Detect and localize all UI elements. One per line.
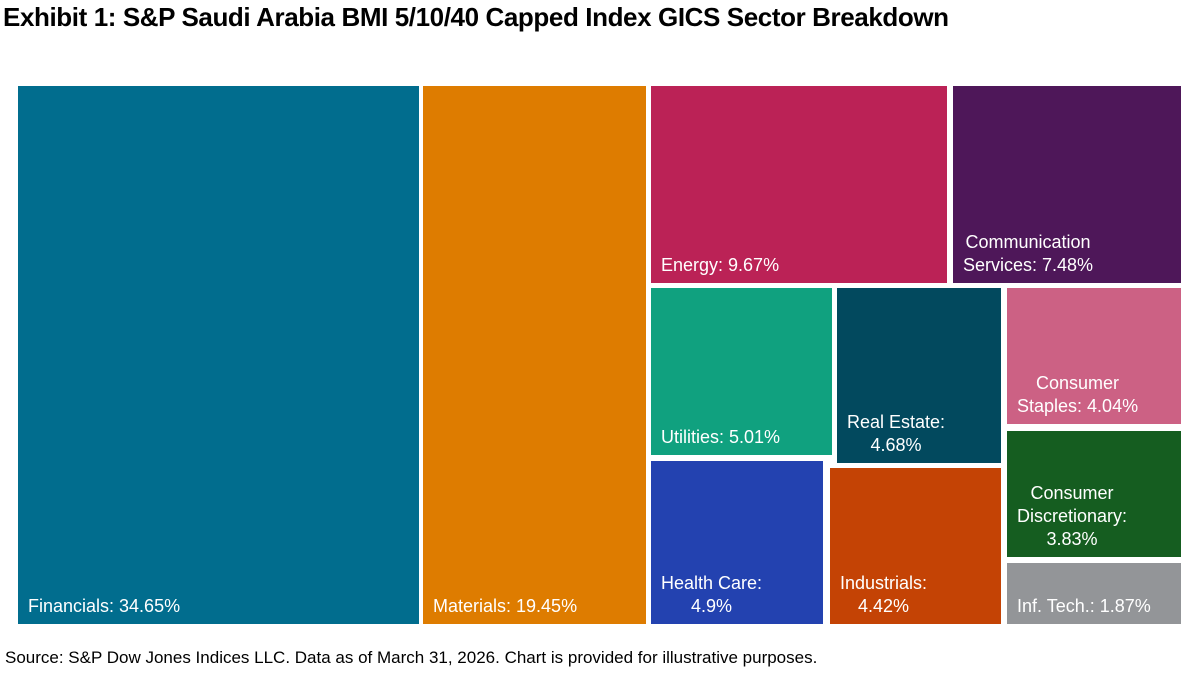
treemap-block-label-real_estate: Real Estate: 4.68% (847, 411, 945, 457)
treemap-block-industrials: Industrials: 4.42% (830, 468, 1001, 624)
treemap-label-line: Staples: 4.04% (1017, 396, 1139, 416)
page-title: Exhibit 1: S&P Saudi Arabia BMI 5/10/40 … (3, 2, 949, 32)
treemap-block-label-materials: Materials: 19.45% (433, 595, 577, 618)
treemap-block-label-communication_services: Communication Services: 7.48% (963, 231, 1093, 277)
treemap-block-inf_tech: Inf. Tech.: 1.87% (1007, 563, 1181, 624)
treemap-label-line: Consumer (1036, 373, 1120, 393)
treemap-label-line: Industrials: (840, 573, 928, 593)
treemap-block-label-financials: Financials: 34.65% (28, 595, 180, 618)
treemap-label-line: Services: 7.48% (963, 255, 1094, 275)
treemap-block-utilities: Utilities: 5.01% (651, 288, 832, 455)
treemap-block-consumer_staples: Consumer Staples: 4.04% (1007, 288, 1181, 424)
treemap-block-communication_services: Communication Services: 7.48% (953, 86, 1181, 283)
treemap-label-line: 4.68% (870, 435, 922, 455)
treemap-block-label-energy: Energy: 9.67% (661, 254, 779, 277)
treemap-block-label-utilities: Utilities: 5.01% (661, 426, 780, 449)
treemap-label-line: Energy: 9.67% (661, 255, 780, 275)
treemap-label-line: 3.83% (1046, 529, 1098, 549)
treemap-block-materials: Materials: 19.45% (423, 86, 646, 624)
treemap-block-label-consumer_discretionary: Consumer Discretionary: 3.83% (1017, 482, 1127, 551)
treemap-label-line: Real Estate: (847, 412, 946, 432)
treemap-block-label-industrials: Industrials: 4.42% (840, 572, 927, 618)
treemap-block-financials: Financials: 34.65% (18, 86, 419, 624)
treemap-block-real_estate: Real Estate: 4.68% (837, 288, 1001, 463)
treemap-label-line: Communication (965, 232, 1091, 252)
treemap-block-label-health_care: Health Care: 4.9% (661, 572, 762, 618)
treemap-label-line: 4.9% (691, 596, 733, 616)
treemap-label-line: Materials: 19.45% (433, 596, 578, 616)
treemap-block-label-inf_tech: Inf. Tech.: 1.87% (1017, 595, 1151, 618)
treemap-label-line: Utilities: 5.01% (661, 427, 781, 447)
source-note: Source: S&P Dow Jones Indices LLC. Data … (5, 648, 818, 667)
treemap-block-health_care: Health Care: 4.9% (651, 461, 823, 624)
treemap-block-label-consumer_staples: Consumer Staples: 4.04% (1017, 372, 1138, 418)
treemap-label-line: 4.42% (858, 596, 910, 616)
treemap-label-line: Health Care: (661, 573, 763, 593)
treemap-block-energy: Energy: 9.67% (651, 86, 947, 283)
treemap-label-line: Inf. Tech.: 1.87% (1017, 596, 1151, 616)
treemap-block-consumer_discretionary: Consumer Discretionary: 3.83% (1007, 431, 1181, 557)
treemap-label-line: Discretionary: (1017, 506, 1128, 526)
treemap-label-line: Financials: 34.65% (28, 596, 181, 616)
treemap-label-line: Consumer (1030, 483, 1114, 503)
